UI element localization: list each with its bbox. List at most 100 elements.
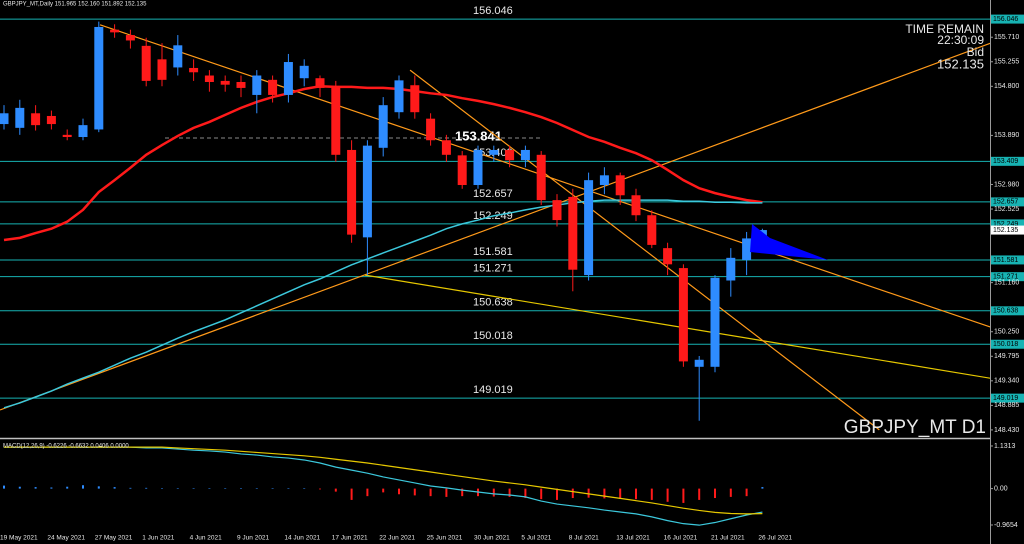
macd-title: MACD(12,26,9) -0.6226 -0.6632 0.0406 0.0… bbox=[3, 444, 129, 450]
histogram-bar bbox=[50, 487, 53, 489]
level-box bbox=[991, 197, 1024, 207]
level-box-label: 149.019 bbox=[993, 395, 1018, 402]
histogram-bar bbox=[429, 488, 432, 497]
candle-body bbox=[189, 67, 199, 73]
level-box bbox=[991, 219, 1024, 229]
y-tick-label: 155.255 bbox=[994, 59, 1019, 66]
candle-body bbox=[157, 59, 167, 80]
histogram-bar bbox=[176, 488, 179, 489]
histogram-bar bbox=[240, 488, 242, 489]
level-box-label: 151.581 bbox=[993, 257, 1018, 264]
candle-body bbox=[473, 149, 483, 186]
histogram-bar bbox=[619, 488, 622, 499]
symbol-label: GBPJPY_MT D1 bbox=[844, 417, 986, 438]
candle-body bbox=[347, 149, 357, 235]
y-tick-label: 155.710 bbox=[994, 34, 1019, 41]
x-tick-label: 16 Jul 2021 bbox=[664, 535, 698, 542]
level-box bbox=[991, 393, 1024, 403]
histogram-bar bbox=[271, 488, 274, 489]
candle-body bbox=[15, 107, 25, 128]
level-box bbox=[991, 339, 1024, 349]
level-box-label: 150.018 bbox=[993, 341, 1018, 348]
candle-body bbox=[394, 80, 404, 113]
x-tick-label: 26 Jul 2021 bbox=[758, 535, 792, 542]
histogram-bar bbox=[508, 488, 511, 497]
x-tick-label: 17 Jun 2021 bbox=[332, 535, 368, 542]
candle-body bbox=[678, 268, 688, 362]
level-box-label: 153.409 bbox=[993, 158, 1018, 165]
candle-body bbox=[663, 248, 673, 265]
candle-body bbox=[489, 149, 499, 155]
histogram-bar bbox=[729, 488, 732, 497]
x-tick-label: 8 Jul 2021 bbox=[569, 535, 599, 542]
y-tick-label: 151.160 bbox=[994, 279, 1019, 286]
pennant-shape bbox=[750, 224, 828, 260]
y-tick-label: 153.890 bbox=[994, 132, 1019, 139]
time-remain: 22:30:09 bbox=[937, 33, 984, 47]
axes: 156.046 153.409 152.657 152.249 151.581 151.2… bbox=[0, 14, 1024, 542]
level-box-label: 152.657 bbox=[993, 199, 1018, 206]
price-panel: 156.046153.409152.657152.249151.581151.2… bbox=[0, 5, 990, 431]
histogram-bar bbox=[161, 488, 163, 489]
x-tick-label: 13 Jul 2021 bbox=[616, 535, 650, 542]
pivot-label: 153.841 bbox=[455, 128, 502, 143]
candle-body bbox=[204, 75, 214, 82]
histogram-bar bbox=[303, 488, 306, 489]
histogram-bar bbox=[556, 488, 558, 500]
histogram-bar bbox=[224, 488, 227, 489]
moving-average bbox=[3, 85, 763, 242]
histogram-bar bbox=[492, 488, 495, 497]
candle-body bbox=[315, 78, 325, 88]
header: GBPJPY_MT,Daily 151.965 152.160 151.892 … bbox=[3, 2, 147, 8]
time-remain-label: TIME REMAIN bbox=[905, 22, 984, 36]
y-tick-label: 1.1313 bbox=[994, 443, 1016, 450]
histogram-bar bbox=[66, 486, 69, 489]
level-box bbox=[991, 272, 1024, 282]
level-label: 156.046 bbox=[473, 5, 513, 17]
candle-body bbox=[141, 45, 151, 81]
x-tick-label: 4 Jun 2021 bbox=[190, 535, 223, 542]
histogram-bar bbox=[382, 488, 385, 493]
histogram-bar bbox=[445, 488, 448, 497]
level-label: 151.581 bbox=[473, 246, 513, 258]
bid: 152.135 bbox=[937, 56, 984, 71]
histogram-bar bbox=[524, 488, 527, 499]
y-tick-label: 152.525 bbox=[994, 206, 1019, 213]
y-tick-label: 149.340 bbox=[994, 378, 1019, 385]
candle-body bbox=[710, 277, 720, 367]
histogram-bar bbox=[129, 487, 132, 489]
candle-body bbox=[220, 80, 230, 85]
level-box-label: 151.271 bbox=[993, 274, 1018, 281]
level-box-label: 152.249 bbox=[993, 221, 1018, 228]
x-tick-label: 21 Jul 2021 bbox=[711, 535, 745, 542]
y-tick-label: 0.00 bbox=[994, 485, 1008, 492]
histogram-bar bbox=[82, 485, 84, 489]
histogram-bar bbox=[319, 488, 321, 490]
macd-line bbox=[4, 446, 763, 526]
histogram-bar bbox=[113, 487, 116, 489]
candle-body bbox=[505, 149, 515, 161]
x-tick-label: 27 May 2021 bbox=[95, 535, 133, 542]
candle-body bbox=[283, 62, 293, 95]
y-tick-label: 152.980 bbox=[994, 181, 1019, 188]
level-label: 150.018 bbox=[473, 330, 513, 342]
histogram-bar bbox=[761, 487, 764, 489]
histogram-bar bbox=[350, 488, 353, 500]
x-tick-label: 9 Jun 2021 bbox=[237, 535, 270, 542]
histogram-bar bbox=[635, 488, 637, 500]
histogram-bar bbox=[603, 488, 606, 499]
candle-body bbox=[378, 105, 388, 148]
histogram-bar bbox=[571, 488, 574, 499]
y-tick-label: 150.250 bbox=[994, 329, 1019, 336]
candle-body bbox=[742, 238, 752, 260]
candle-body bbox=[94, 26, 104, 130]
candle-body bbox=[299, 65, 309, 79]
histogram-bar bbox=[287, 488, 290, 489]
macd-panel bbox=[3, 446, 764, 526]
candle-body bbox=[647, 215, 657, 245]
histogram-bar bbox=[334, 488, 337, 492]
candle-body bbox=[568, 196, 578, 270]
histogram-bar bbox=[682, 488, 685, 503]
histogram-bar bbox=[255, 488, 258, 489]
